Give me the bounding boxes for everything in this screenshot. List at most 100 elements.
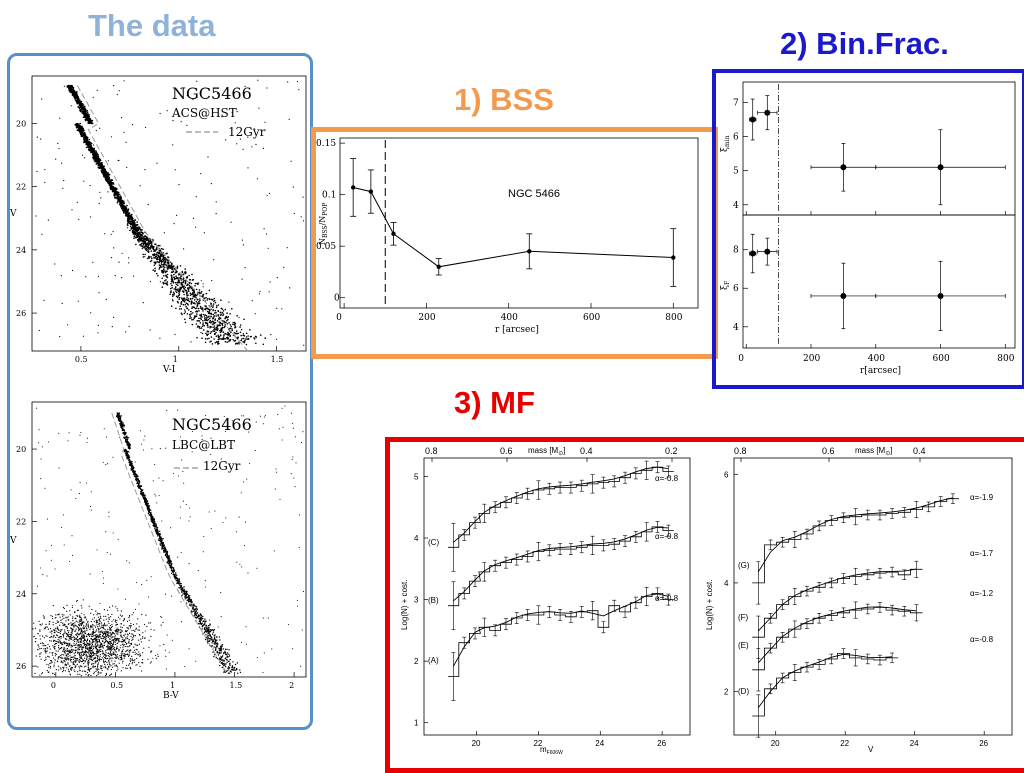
star-point [245,338,247,340]
star-point [139,232,141,234]
star-point [222,659,223,660]
field-star [117,608,118,609]
star-point [80,123,82,125]
star-point [140,489,141,490]
field-star [44,300,45,301]
star-point [178,273,180,275]
star-point [215,302,217,304]
star-point [215,332,217,334]
field-star [74,641,75,642]
field-star [156,658,157,659]
star-point [133,468,134,469]
field-star [159,338,160,339]
field-star [165,656,166,657]
star-point [211,313,213,315]
star-point [185,287,187,289]
star-point [129,219,131,221]
star-point [213,632,214,633]
star-point [223,672,224,673]
star-point [115,189,117,191]
field-star [126,167,127,168]
field-star [68,656,69,657]
star-point [263,344,265,346]
field-star [68,635,69,636]
star-point [125,207,127,209]
field-star [121,623,122,624]
star-point [72,91,74,93]
field-star [221,328,222,329]
star-point [112,179,114,181]
star-point [197,609,198,610]
star-point [98,167,100,169]
star-point [186,276,188,278]
field-star [110,639,111,640]
star-point [225,317,227,319]
field-star [67,643,68,644]
field-star [83,663,84,664]
star-point [175,572,176,573]
star-point [183,278,185,280]
star-point [162,547,163,548]
star-point [84,112,86,114]
field-star [64,608,65,609]
star-point [125,213,127,215]
star-point [137,482,138,483]
field-star [243,149,244,150]
star-point [91,120,93,122]
star-point [218,343,220,345]
star-point [162,256,164,258]
star-point [224,324,226,326]
field-star [123,655,124,656]
field-star [150,281,151,282]
star-point [127,453,128,454]
star-point [78,102,80,104]
star-point [132,470,133,471]
field-star [107,645,108,646]
field-star [112,653,113,654]
star-point [150,510,151,511]
star-point [114,194,116,196]
star-point [86,137,88,139]
field-star [287,81,288,82]
field-star [110,625,111,626]
star-point [185,281,187,283]
star-point [191,599,192,600]
star-point [218,654,219,655]
star-point [185,597,186,598]
star-point [199,623,200,624]
star-point [136,478,137,479]
field-star [111,257,112,258]
star-point [247,335,249,337]
star-point [161,271,163,273]
field-star [135,635,136,636]
star-point [216,657,217,658]
star-point [212,299,214,301]
field-star [66,639,67,640]
field-star [97,658,98,659]
star-point [215,310,217,312]
star-point [137,224,139,226]
star-point [151,246,153,248]
field-star [255,144,256,145]
star-point [177,284,179,286]
field-star [105,666,106,667]
star-point [185,598,186,599]
star-point [169,293,171,295]
star-point [184,299,186,301]
star-point [164,546,165,547]
field-star [97,332,98,333]
star-point [89,144,91,146]
field-star [55,653,56,654]
field-star [189,301,190,302]
star-point [186,296,188,298]
star-point [136,227,138,229]
star-point [216,637,217,638]
star-point [215,329,217,331]
star-point [162,545,163,546]
star-point [172,300,174,302]
star-point [170,562,171,563]
field-star [36,655,37,656]
star-point [211,331,213,333]
star-point [147,505,148,506]
cmd-hst-isochrone [77,86,248,352]
